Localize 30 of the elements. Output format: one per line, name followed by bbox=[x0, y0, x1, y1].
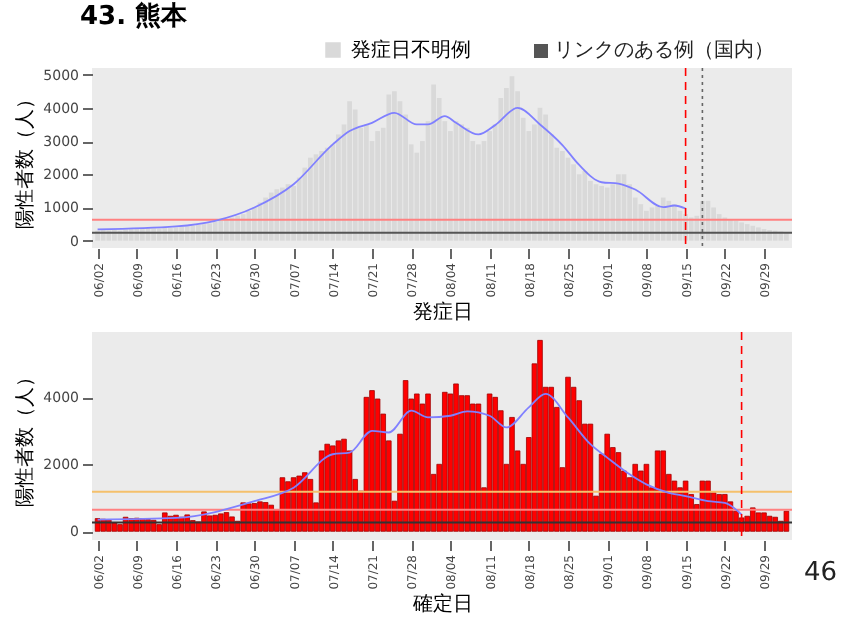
bar bbox=[307, 478, 314, 532]
line-series bbox=[96, 106, 687, 231]
x-axis-title: 発症日 bbox=[413, 299, 473, 324]
bar bbox=[660, 450, 666, 532]
y-axis-title: 陽性者数（人） bbox=[13, 367, 38, 507]
bar bbox=[335, 440, 342, 532]
bar bbox=[604, 433, 610, 532]
x-axis-title: 確定日 bbox=[411, 591, 473, 616]
bar bbox=[537, 339, 543, 532]
line-series bbox=[96, 393, 743, 521]
chart-title: 43. 熊本 bbox=[80, 0, 190, 32]
text: 46 bbox=[804, 558, 838, 588]
bar bbox=[425, 393, 431, 532]
bar bbox=[324, 443, 330, 532]
bar bbox=[492, 396, 498, 532]
bar bbox=[565, 376, 571, 532]
bar bbox=[475, 403, 482, 532]
bar bbox=[548, 386, 554, 532]
bar bbox=[783, 510, 790, 532]
bar bbox=[453, 383, 459, 532]
bar bbox=[341, 438, 347, 532]
bar bbox=[615, 452, 622, 532]
bar bbox=[587, 423, 594, 532]
bar bbox=[509, 417, 515, 532]
text: リンクのある例（国内） bbox=[554, 38, 774, 62]
y-axis-title: 陽性者数（人） bbox=[13, 89, 38, 229]
bar bbox=[464, 395, 470, 532]
bar bbox=[369, 390, 375, 532]
bar bbox=[117, 524, 123, 532]
legend-label: 発症日不明例 bbox=[351, 38, 471, 62]
